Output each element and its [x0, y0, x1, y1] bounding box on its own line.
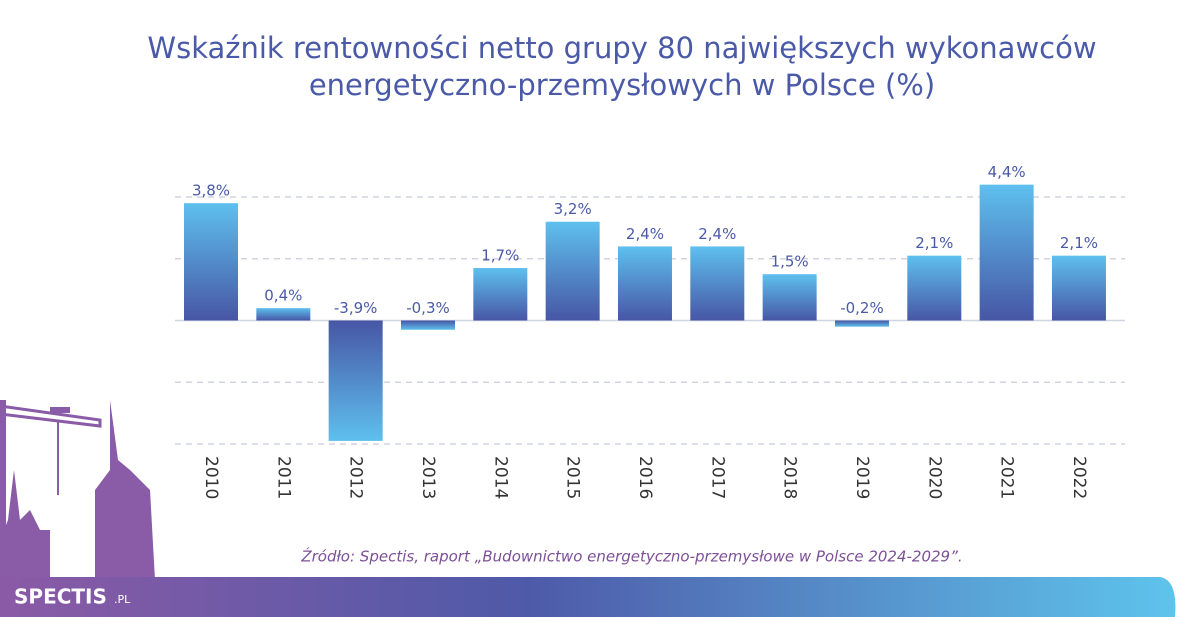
x-tick-label: 2021: [997, 456, 1017, 499]
chart-title: Wskaźnik rentowności netto grupy 80 najw…: [147, 31, 1096, 65]
value-label: -3,9%: [334, 299, 378, 317]
logo: SPECTIS: [14, 585, 107, 609]
x-tick-label: 2022: [1069, 456, 1089, 499]
bar: [617, 246, 672, 321]
footer-band: [0, 577, 1176, 617]
value-label: -0,3%: [406, 299, 450, 317]
x-tick-label: 2013: [418, 456, 438, 499]
bar: [328, 320, 383, 441]
x-tick-label: 2014: [490, 456, 510, 499]
x-tick-label: 2010: [201, 456, 221, 499]
skyline: [0, 400, 155, 580]
bar: [690, 246, 745, 321]
bar: [762, 274, 817, 321]
chart-title: energetyczno-przemysłowych w Polsce (%): [309, 68, 935, 102]
bar: [979, 184, 1034, 321]
x-tick-label: 2011: [273, 456, 293, 499]
value-label: 0,4%: [264, 287, 302, 305]
bar: [400, 320, 455, 330]
source: Źródło: Spectis, raport „Budownictwo ene…: [300, 547, 962, 566]
value-label: 2,1%: [915, 234, 953, 252]
bar: [545, 221, 600, 321]
x-tick-label: 2012: [346, 456, 366, 499]
value-label: 3,8%: [192, 182, 230, 200]
bar: [256, 308, 311, 321]
x-tick-label: 2016: [635, 456, 655, 499]
bar: [184, 203, 238, 321]
value-label: 4,4%: [988, 163, 1026, 181]
bar: [834, 320, 889, 327]
logo-suffix: .PL: [114, 593, 131, 606]
value-label: -0,2%: [840, 299, 884, 317]
x-tick-label: 2020: [924, 456, 944, 499]
x-tick-label: 2018: [780, 456, 800, 499]
bar: [1051, 255, 1106, 321]
x-tick-label: 2015: [563, 456, 583, 499]
value-label: 2,4%: [698, 225, 736, 243]
value-label: 1,7%: [481, 247, 519, 265]
value-label: 2,4%: [626, 225, 664, 243]
value-label: 1,5%: [771, 253, 809, 271]
bar: [473, 268, 528, 321]
value-label: 3,2%: [554, 200, 592, 218]
x-tick-label: 2017: [707, 456, 727, 499]
value-label: 2,1%: [1060, 234, 1098, 252]
bar: [907, 255, 962, 321]
x-tick-label: 2019: [852, 456, 872, 499]
